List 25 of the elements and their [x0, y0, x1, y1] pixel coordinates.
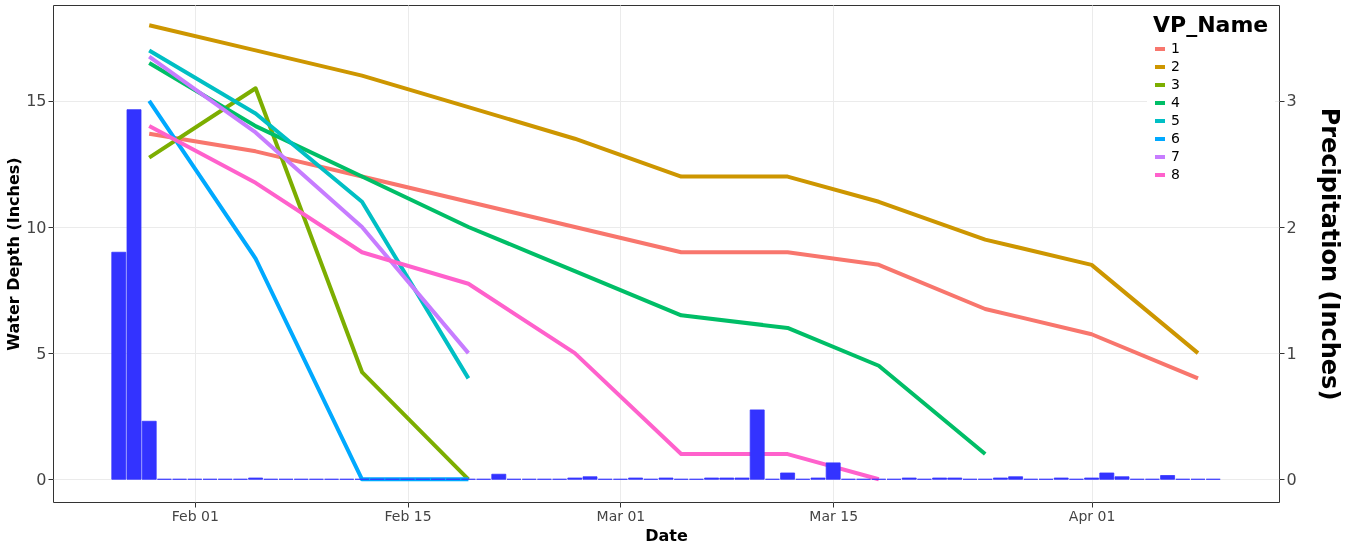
y2-tick-label: 2	[1286, 217, 1297, 237]
y2-tick-label: 3	[1286, 91, 1297, 111]
legend-title: VP_Name	[1153, 12, 1269, 37]
x-tick-label: Feb 01	[171, 507, 219, 524]
legend-label: 2	[1171, 58, 1180, 74]
x-axis-title: Date	[645, 525, 688, 545]
legend-label: 6	[1171, 130, 1180, 146]
legend-label: 4	[1171, 94, 1180, 110]
x-tick-label: Apr 01	[1068, 507, 1116, 524]
legend-label: 1	[1171, 40, 1180, 56]
y-tick-label: 15	[26, 91, 47, 111]
y-tick-label: 0	[36, 469, 47, 489]
y2-tick-label: 0	[1286, 469, 1297, 489]
legend-label: 7	[1171, 148, 1180, 164]
y2-axis-title: Precipitation (Inches)	[1315, 107, 1344, 401]
y-tick-label: 10	[26, 217, 47, 237]
x-tick-label: Mar 01	[596, 507, 646, 524]
legend-label: 3	[1171, 76, 1180, 92]
legend-label: 5	[1171, 112, 1180, 128]
x-tick-label: Feb 15	[384, 507, 432, 524]
y-tick-label: 5	[36, 343, 47, 363]
y-axis-title: Water Depth (Inches)	[4, 157, 24, 351]
legend-label: 8	[1171, 166, 1180, 182]
x-tick-label: Mar 15	[809, 507, 859, 524]
y2-tick-label: 1	[1286, 343, 1297, 363]
